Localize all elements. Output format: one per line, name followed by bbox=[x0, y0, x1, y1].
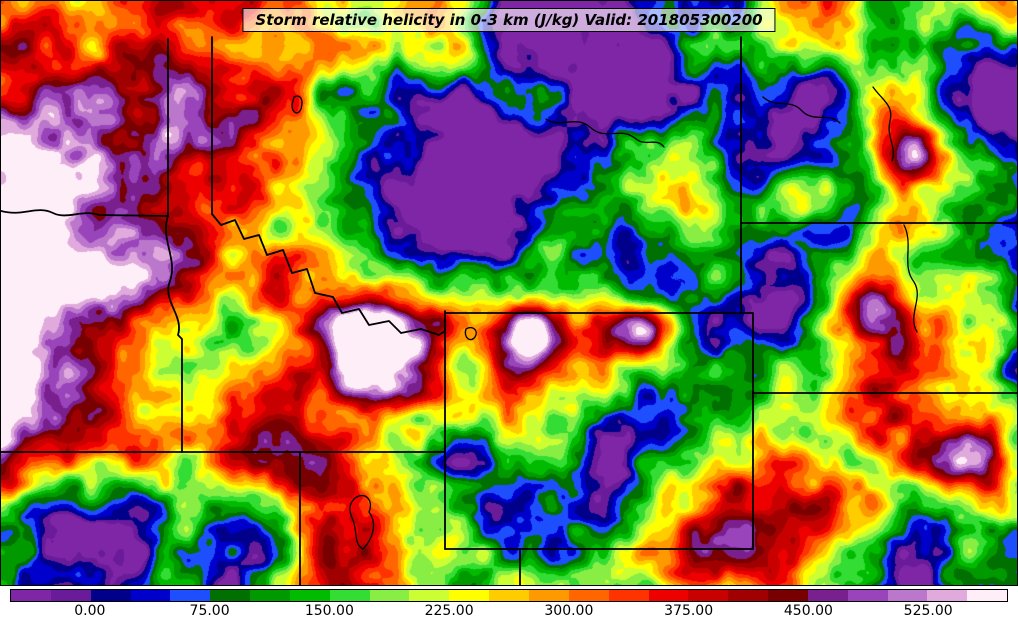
map-area: Storm relative helicity in 0-3 km (J/kg)… bbox=[0, 0, 1018, 586]
colorbar-segment bbox=[449, 590, 490, 601]
colorbar-segment bbox=[648, 590, 689, 601]
map-title: Storm relative helicity in 0-3 km (J/kg)… bbox=[255, 11, 763, 29]
colorbar-segment bbox=[688, 590, 729, 601]
title-box: Storm relative helicity in 0-3 km (J/kg)… bbox=[242, 8, 776, 32]
colorbar-segment bbox=[608, 590, 649, 601]
colorbar-tick-label: 150.00 bbox=[304, 603, 354, 619]
colorbar-segment bbox=[369, 590, 410, 601]
helicity-field-canvas bbox=[1, 1, 1017, 585]
colorbar-segment bbox=[489, 590, 529, 601]
colorbar-segment bbox=[728, 590, 769, 601]
colorbar-tick-label: 75.00 bbox=[189, 603, 230, 619]
colorbar-tick-row: 0.00 75.00 150.00 225.00 300.00 375.00 450.00 5… bbox=[0, 603, 1018, 625]
colorbar-segment bbox=[250, 590, 290, 601]
colorbar-segment bbox=[528, 590, 569, 601]
colorbar-segment bbox=[50, 590, 91, 601]
colorbar-segment bbox=[807, 590, 848, 601]
colorbar-segment bbox=[927, 590, 968, 601]
colorbar-segment bbox=[289, 590, 330, 601]
colorbar-segment bbox=[329, 590, 370, 601]
colorbar-tick-label: 225.00 bbox=[424, 603, 474, 619]
colorbar-tick-label: 450.00 bbox=[783, 603, 833, 619]
colorbar bbox=[10, 589, 1008, 602]
colorbar-segment bbox=[130, 590, 171, 601]
colorbar-segment bbox=[768, 590, 808, 601]
colorbar-tick-label: 525.00 bbox=[903, 603, 953, 619]
colorbar-segment bbox=[967, 590, 1008, 601]
colorbar-tick-label: 300.00 bbox=[544, 603, 594, 619]
colorbar-tick-label: 375.00 bbox=[664, 603, 714, 619]
colorbar-segment bbox=[11, 590, 51, 601]
colorbar-segment bbox=[887, 590, 928, 601]
colorbar-segment bbox=[847, 590, 888, 601]
colorbar-segment bbox=[170, 590, 211, 601]
colorbar-segment bbox=[90, 590, 131, 601]
colorbar-segment bbox=[210, 590, 251, 601]
colorbar-tick-label: 0.00 bbox=[74, 603, 106, 619]
colorbar-segment bbox=[409, 590, 450, 601]
colorbar-segment bbox=[568, 590, 609, 601]
